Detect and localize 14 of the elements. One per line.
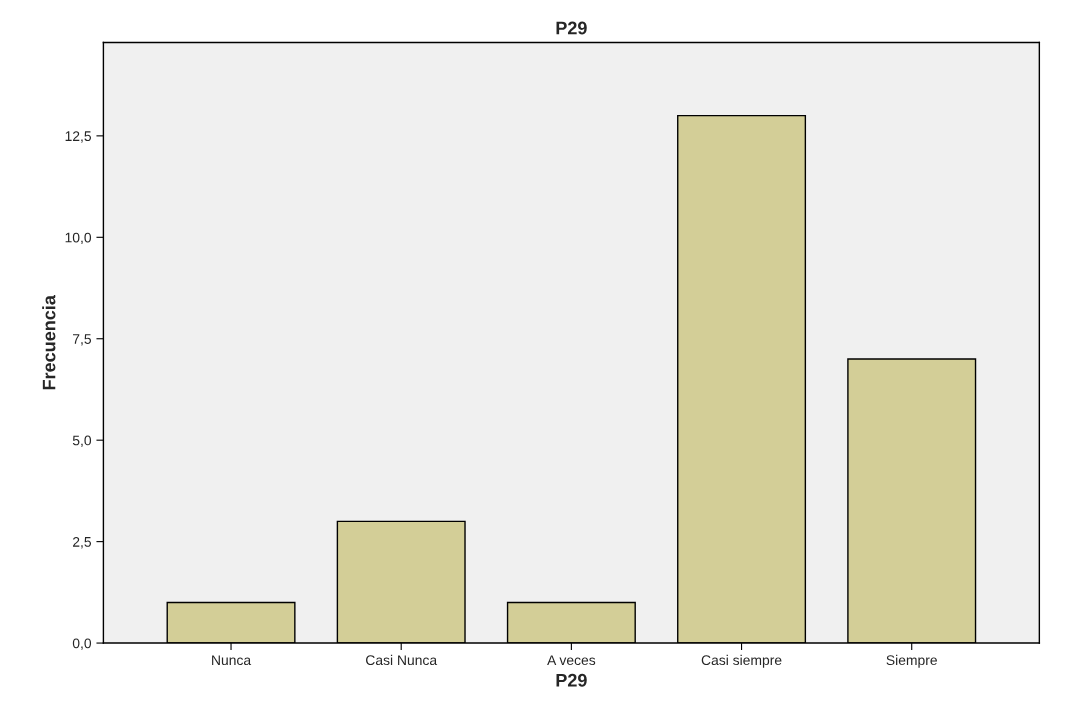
x-tick-label: Casi siempre <box>701 654 782 668</box>
x-axis-title: P29 <box>556 673 587 687</box>
x-tick-label: Siempre <box>886 654 937 668</box>
x-tick-label: Casi Nunca <box>366 654 438 666</box>
y-tick-label: 10,0 <box>65 232 92 245</box>
chart-title: P29 <box>556 21 587 35</box>
y-tick-label: 5,0 <box>72 435 92 447</box>
y-axis-title: Frecuencia <box>42 295 56 390</box>
y-tick-label: 7,5 <box>73 334 92 346</box>
y-tick-label: 2,5 <box>72 536 92 549</box>
y-tick-label: 12,5 <box>65 131 92 143</box>
x-tick-label: Nunca <box>212 655 252 666</box>
x-tick-label: A veces <box>547 655 596 666</box>
y-tick-label: 0,0 <box>72 638 92 650</box>
